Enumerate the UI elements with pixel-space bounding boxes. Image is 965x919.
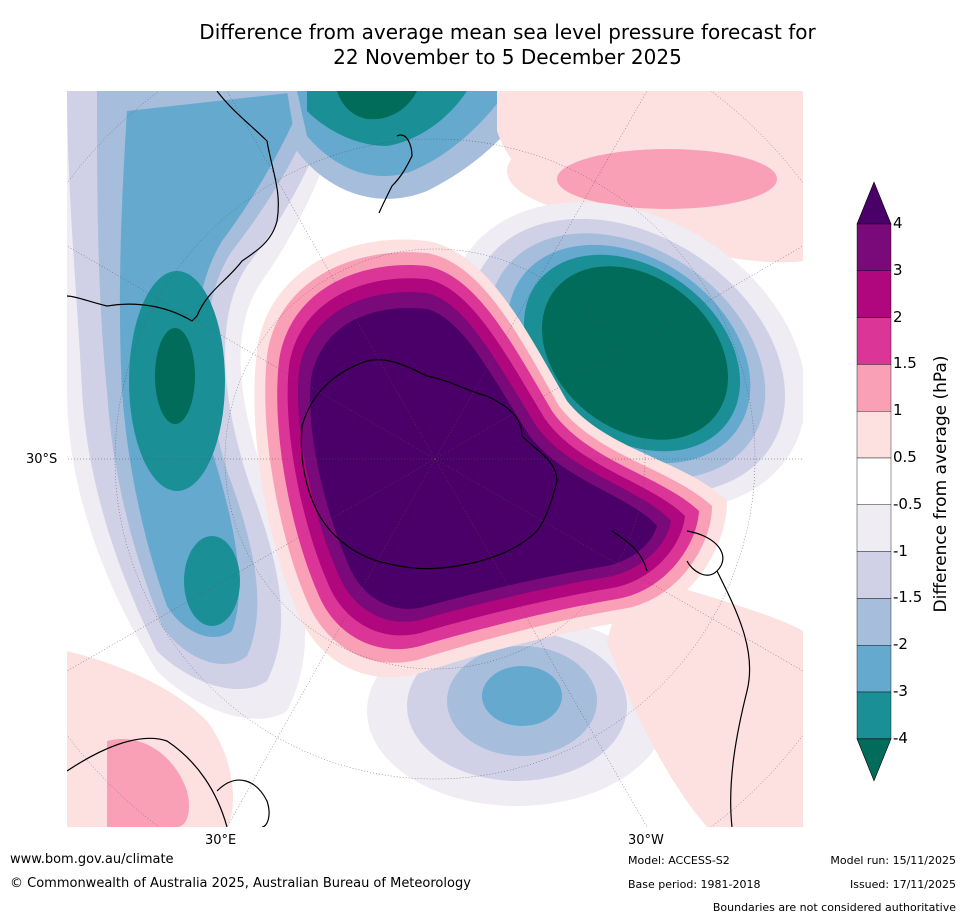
colorbar-segment xyxy=(856,598,892,646)
footer-base-period: Base period: 1981-2018 xyxy=(628,878,761,891)
graticule xyxy=(67,91,803,827)
positive-anomaly-southeast xyxy=(607,571,803,827)
colorbar-segment xyxy=(856,270,892,318)
coast-australia xyxy=(67,91,279,322)
colorbar-title: Difference from average (hPa) xyxy=(931,355,951,613)
footer-url[interactable]: www.bom.gov.au/climate xyxy=(10,852,174,867)
positive-anomaly-antarctica xyxy=(254,239,728,678)
map-title: Difference from average mean sea level p… xyxy=(0,20,965,70)
footer-model-run: Model run: 15/11/2025 xyxy=(830,854,956,867)
coastlines xyxy=(67,91,751,827)
colorbar-extend-max xyxy=(856,181,892,225)
coast-chile xyxy=(611,530,648,572)
colorbar-segment xyxy=(856,223,892,271)
colorbar-tick-label: 3 xyxy=(893,260,903,279)
positive-anomaly-southwest xyxy=(67,651,233,827)
lon-label-30e: 30°E xyxy=(205,833,237,848)
coast-antarctica xyxy=(300,359,558,570)
colorbar-tick-label: 4 xyxy=(893,214,903,232)
coast-madagascar xyxy=(216,779,270,827)
footer-model: Model: ACCESS-S2 xyxy=(628,854,730,867)
colorbar-tick-label: 1.5 xyxy=(893,354,917,373)
lat-label-30s: 30°S xyxy=(26,452,58,467)
footer-copyright: © Commonwealth of Australia 2025, Austra… xyxy=(10,876,471,891)
title-line-1: Difference from average mean sea level p… xyxy=(199,20,816,44)
colorbar-extend-min xyxy=(856,738,892,782)
colorbar-tick-label: -0.5 xyxy=(893,494,923,513)
pressure-anomaly-map xyxy=(67,91,803,827)
coast-africa xyxy=(67,737,228,827)
colorbar-tick-label: -1.5 xyxy=(893,588,923,607)
footer-disclaimer: Boundaries are not considered authoritat… xyxy=(712,901,956,914)
colorbar-tick-label: -4 xyxy=(893,728,908,747)
footer-issued: Issued: 17/11/2025 xyxy=(849,878,956,891)
colorbar-tick-label: -3 xyxy=(893,682,908,700)
colorbar-segment xyxy=(856,457,892,505)
negative-anomaly-west xyxy=(67,91,537,719)
colorbar-segment xyxy=(856,364,892,412)
colorbar-segment xyxy=(856,504,892,552)
colorbar-segment xyxy=(856,551,892,599)
title-line-2: 22 November to 5 December 2025 xyxy=(333,45,682,69)
colorbar-segment xyxy=(856,317,892,365)
coast-new-zealand xyxy=(378,134,413,214)
colorbar-segment xyxy=(856,645,892,693)
map-canvas xyxy=(67,91,803,827)
colorbar-tick-label: 0.5 xyxy=(893,448,917,466)
colorbar-segment xyxy=(856,410,892,459)
colorbar-tick-label: -1 xyxy=(893,541,908,560)
coast-south-america xyxy=(686,530,751,827)
colorbar-tick-label: 2 xyxy=(893,307,903,326)
colorbar-tick-label: -2 xyxy=(893,635,908,654)
positive-anomaly-northeast xyxy=(497,91,803,263)
negative-anomaly-east xyxy=(448,201,803,511)
colorbar xyxy=(856,181,892,782)
colorbar-tick-label: 1 xyxy=(893,401,903,420)
lon-label-30w: 30°W xyxy=(628,833,664,848)
colorbar-segment xyxy=(856,691,892,739)
